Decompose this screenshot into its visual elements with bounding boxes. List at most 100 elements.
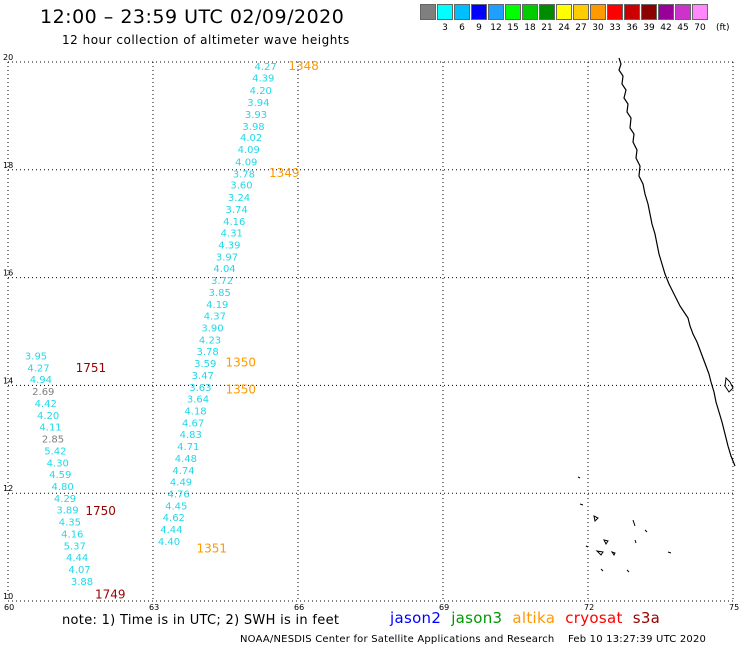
swh-value-s3a: 5.37 <box>64 541 86 552</box>
scale-swatch <box>607 4 623 20</box>
scale-label: 27 <box>575 23 587 33</box>
swh-value-altika: 4.62 <box>163 513 185 524</box>
swh-value-altika: 4.74 <box>172 466 194 477</box>
swh-value-altika: 4.20 <box>250 86 272 97</box>
x-tick-label: 72 <box>584 603 594 612</box>
note-text: note: 1) Time is in UTC; 2) SWH is in fe… <box>62 613 340 628</box>
swh-value-altika: 4.44 <box>160 525 182 536</box>
y-tick-label: 14 <box>3 376 13 385</box>
scale-swatch <box>573 4 589 20</box>
swh-value-s3a: 4.11 <box>39 423 61 434</box>
scale-label: 39 <box>643 23 655 33</box>
swh-value-altika: 4.02 <box>240 133 262 144</box>
swh-value-s3a: 4.07 <box>68 565 90 576</box>
scale-swatch <box>437 4 453 20</box>
swh-value-altika: 4.16 <box>223 217 245 228</box>
swh-value-altika: 3.59 <box>194 359 216 370</box>
scale-label: 18 <box>524 23 536 33</box>
swh-value-altika: 4.09 <box>238 145 260 156</box>
legend-item-s3a: s3a <box>632 609 661 627</box>
swh-value-altika: 3.94 <box>247 98 269 109</box>
swh-value-s3a: 4.44 <box>66 553 88 564</box>
swh-value-altika: 3.74 <box>226 205 248 216</box>
axis-tick-labels: 60 63 66 69 72 75 10 12 14 16 18 20 <box>3 53 739 612</box>
scale-swatch <box>658 4 674 20</box>
y-tick-label: 10 <box>3 592 13 601</box>
legend-item-jason2: jason2 <box>390 609 442 627</box>
footer-credit: NOAA/NESDIS Center for Satellite Applica… <box>240 634 707 645</box>
scale-swatch <box>675 4 691 20</box>
swh-value-altika: 4.45 <box>165 501 187 512</box>
swh-value-altika: 3.93 <box>245 110 267 121</box>
scale-swatch <box>624 4 640 20</box>
time-label-altika: 1350 <box>226 382 257 396</box>
swh-value-altika: 4.40 <box>158 537 180 548</box>
swh-value-altika: 4.04 <box>213 264 235 275</box>
swh-value-altika: 4.18 <box>184 407 206 418</box>
swh-value-altika: 3.98 <box>242 122 264 133</box>
island-1 <box>724 376 734 393</box>
grid-lines <box>7 61 734 602</box>
scale-swatch <box>522 4 538 20</box>
scale-swatch <box>539 4 555 20</box>
swh-value-altika: 4.09 <box>235 157 257 168</box>
time-label-altika: 1350 <box>226 356 257 370</box>
x-tick-label: 75 <box>729 603 739 612</box>
scale-label: 12 <box>490 23 502 33</box>
swh-value-altika: 3.63 <box>189 383 211 394</box>
swh-value-s3a: 3.89 <box>56 506 78 517</box>
chart-subtitle: 12 hour collection of altimeter wave hei… <box>62 33 350 47</box>
scale-label: 36 <box>626 23 638 33</box>
swh-value-altika: 4.67 <box>182 418 204 429</box>
swh-value-altika: 3.47 <box>192 371 214 382</box>
scale-swatch <box>590 4 606 20</box>
scale-swatch <box>488 4 504 20</box>
legend-item-cryosat: cryosat <box>565 609 623 627</box>
swh-value-altika: 3.60 <box>230 181 252 192</box>
data-points: 4.274.394.203.943.933.984.024.094.093.78… <box>25 59 319 601</box>
scale-label: 3 <box>442 23 448 33</box>
y-tick-label: 20 <box>3 53 13 62</box>
swh-value-s3a: 4.94 <box>30 375 52 386</box>
scale-label: 45 <box>677 23 689 33</box>
color-scale-unit: (ft) <box>716 23 730 33</box>
swh-value-altika: 3.97 <box>216 252 238 263</box>
swh-value-s3a: 4.35 <box>59 518 81 529</box>
scale-label: 24 <box>558 23 570 33</box>
scale-label: 30 <box>592 23 604 33</box>
swh-value-s3a: 4.27 <box>27 363 49 374</box>
y-tick-label: 16 <box>3 269 13 278</box>
swh-value-altika: 3.85 <box>209 288 231 299</box>
scale-label: 70 <box>694 23 706 33</box>
swh-value-s3a: 4.16 <box>61 529 83 540</box>
swh-value-altika: 4.39 <box>218 240 240 251</box>
swh-value-altika: 4.37 <box>204 312 226 323</box>
time-label-s3a: 1751 <box>76 361 107 375</box>
scale-label: 33 <box>609 23 621 33</box>
swh-value-altika: 4.31 <box>221 229 243 240</box>
swh-value-s3a: 4.59 <box>49 470 71 481</box>
swh-value-s3a: 3.95 <box>25 352 47 363</box>
swh-value-altika: 4.23 <box>199 335 221 346</box>
legend-item-altika: altika <box>512 609 556 627</box>
coastline <box>577 57 736 573</box>
swh-value-altika: 4.39 <box>252 73 274 84</box>
scale-label: 9 <box>476 23 482 33</box>
swh-value-altika: 3.64 <box>187 395 209 406</box>
swh-value-s3a: 3.88 <box>71 577 93 588</box>
swh-value-altika: 4.48 <box>175 454 197 465</box>
swh-value-altika: 4.49 <box>170 478 192 489</box>
swh-value-s3a: 2.85 <box>42 435 64 446</box>
swh-value-s3a: 4.29 <box>54 494 76 505</box>
swh-value-altika: 3.72 <box>211 276 233 287</box>
scale-swatch <box>420 4 436 20</box>
swh-value-altika: 3.78 <box>197 347 219 358</box>
chart-title: 12:00 – 23:59 UTC 02/09/2020 <box>40 6 345 28</box>
scale-swatch <box>454 4 470 20</box>
scale-swatch <box>556 4 572 20</box>
swh-value-altika: 3.90 <box>201 324 223 335</box>
x-tick-label: 63 <box>149 603 159 612</box>
legend-item-jason3: jason3 <box>451 609 503 627</box>
swh-value-altika: 4.71 <box>177 442 199 453</box>
time-label-s3a: 1750 <box>85 504 116 518</box>
